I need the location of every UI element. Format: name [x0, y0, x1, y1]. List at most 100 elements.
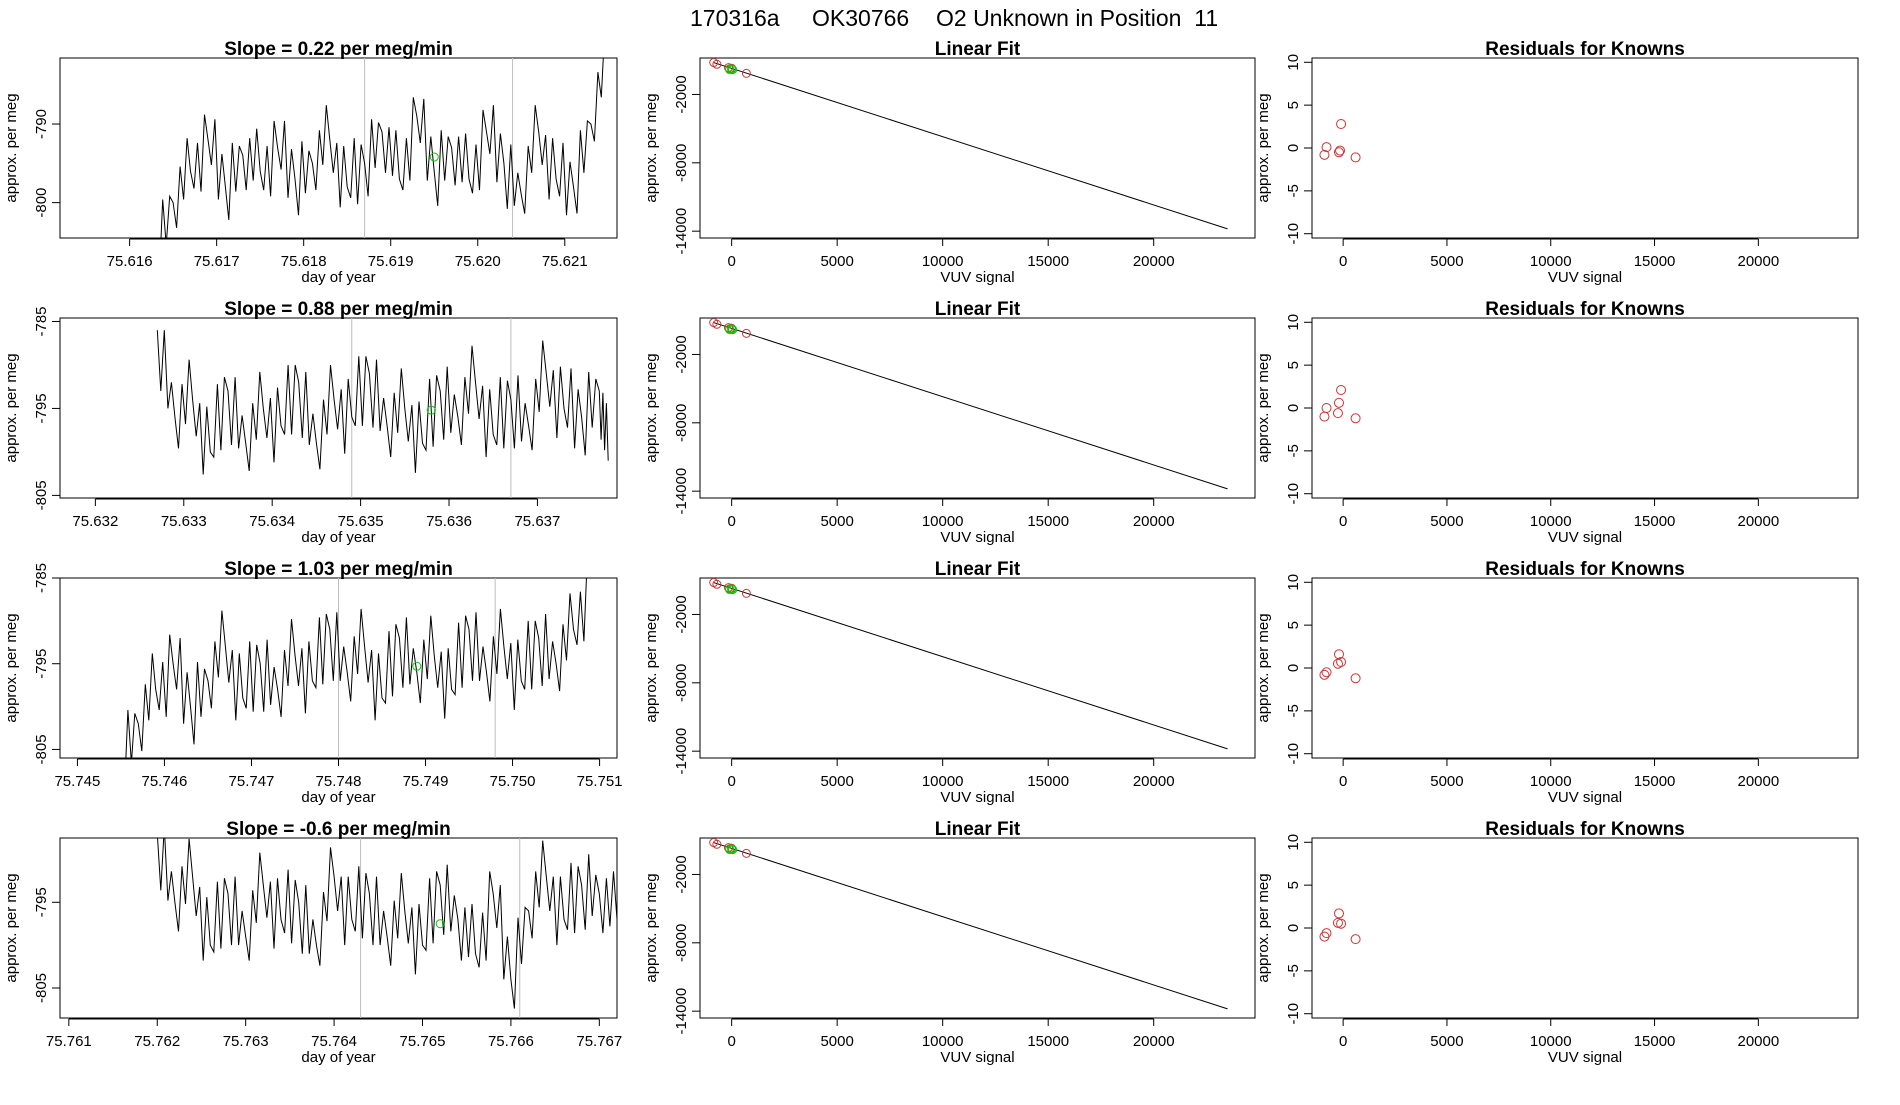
- trace-line: [156, 330, 609, 475]
- y-tick-label: 0: [1285, 924, 1302, 932]
- residual-point: [1350, 413, 1361, 424]
- x-tick-label: 10000: [922, 253, 964, 270]
- residual-point: [1350, 934, 1361, 945]
- plot-frame: [59, 317, 618, 499]
- y-tick-label: -2000: [673, 335, 690, 373]
- known-point: [741, 848, 751, 858]
- title-prefix: Slope =: [224, 299, 297, 320]
- x-tick-label: 5000: [1430, 773, 1463, 790]
- panel-title: Residuals for Knowns: [1485, 39, 1685, 60]
- x-tick-label: 75.767: [576, 1033, 622, 1050]
- plot-frame: [1311, 577, 1859, 759]
- y-tick-label: 5: [1285, 361, 1302, 369]
- y-tick-label: -10: [1285, 223, 1302, 245]
- x-tick-label: 75.635: [338, 513, 384, 530]
- y-tick-label: -14000: [673, 728, 690, 775]
- x-tick-label: 10000: [1530, 773, 1572, 790]
- x-tick-label: 75.764: [311, 1033, 357, 1050]
- x-tick-label: 5000: [820, 773, 853, 790]
- panel-r1-fit: Linear Fit 0 5000 10000 15000 20000 VUV signal…: [643, 39, 1256, 286]
- residual-point: [1336, 119, 1347, 129]
- y-axis-label: approx. per meg: [643, 353, 660, 462]
- trace-line: [120, 578, 591, 758]
- plot-area: [709, 838, 1228, 1010]
- panel-title: Linear Fit: [935, 559, 1021, 580]
- figure-title-tank-id: OK30766: [812, 5, 909, 31]
- y-tick-label: -5: [1285, 444, 1302, 457]
- x-tick-label: 75.751: [577, 773, 623, 790]
- unknown-point: [728, 325, 738, 335]
- x-tick-label: 75.748: [316, 773, 362, 790]
- x-axis-label: day of year: [301, 269, 375, 286]
- panel-r2-resid: Residuals for Knowns 0 5000 10000 15000 20000…: [1255, 299, 1859, 546]
- panels: Slope = 0.22 per meg/min 75.616 75.617 75.6…: [3, 39, 1859, 1066]
- x-tick-label: 5000: [1430, 253, 1463, 270]
- x-tick-label: 0: [1339, 253, 1347, 270]
- y-tick-label: -805: [33, 480, 50, 510]
- plot-frame: [1311, 57, 1859, 239]
- y-tick-label: 0: [1285, 144, 1302, 152]
- y-axis-label: approx. per meg: [3, 93, 20, 202]
- figure-title-run-id: 170316a: [690, 5, 780, 31]
- title-slope-value: 0.22: [298, 39, 335, 60]
- plot-area: [709, 58, 1228, 230]
- fit-line: [713, 842, 1228, 1010]
- x-tick-label: 5000: [820, 1033, 853, 1050]
- title-slope-value: -0.6: [300, 819, 333, 840]
- y-tick-label: -785: [33, 563, 50, 593]
- x-tick-label: 15000: [1634, 1033, 1676, 1050]
- residual-point: [1332, 658, 1343, 669]
- y-axis-label: approx. per meg: [3, 353, 20, 462]
- y-tick-label: -10: [1285, 1003, 1302, 1025]
- x-tick-label: 0: [1339, 773, 1347, 790]
- x-tick-label: 75.750: [490, 773, 536, 790]
- x-tick-label: 5000: [820, 253, 853, 270]
- x-tick-label: 5000: [820, 513, 853, 530]
- unknown-point: [728, 845, 738, 855]
- unknown-mean-marker: [412, 661, 422, 671]
- panel-title: Slope = 0.22 per meg/min: [224, 39, 453, 60]
- y-axis-label: approx. per meg: [643, 613, 660, 722]
- known-point: [741, 328, 751, 338]
- y-tick-label: -2000: [673, 595, 690, 633]
- plot-area: [709, 318, 1228, 490]
- known-point: [712, 579, 722, 589]
- x-tick-label: 0: [1339, 513, 1347, 530]
- plot-frame: [699, 317, 1256, 499]
- figure-title-description: O2 Unknown in Position 11: [936, 5, 1218, 31]
- residual-point: [1321, 928, 1332, 939]
- y-tick-label: -10: [1285, 483, 1302, 505]
- x-tick-label: 0: [1339, 1033, 1347, 1050]
- panel-r4-fit: Linear Fit 0 5000 10000 15000 20000 VUV signal…: [643, 819, 1256, 1066]
- x-tick-label: 10000: [922, 1033, 964, 1050]
- y-tick-label: 5: [1285, 881, 1302, 889]
- x-axis-label: VUV signal: [940, 789, 1014, 806]
- title-suffix: per meg/min: [332, 819, 450, 840]
- y-tick-label: -8000: [673, 664, 690, 702]
- residual-point: [1336, 918, 1347, 929]
- x-axis-label: VUV signal: [940, 269, 1014, 286]
- x-tick-label: 15000: [1027, 253, 1069, 270]
- residual-point: [1333, 649, 1344, 660]
- y-axis-label: approx. per meg: [1255, 93, 1272, 202]
- panel-r3-fit: Linear Fit 0 5000 10000 15000 20000 VUV signal…: [643, 559, 1256, 806]
- title-prefix: Slope =: [224, 559, 297, 580]
- residual-point: [1350, 673, 1361, 684]
- x-tick-label: 75.618: [281, 253, 327, 270]
- y-tick-label: -790: [33, 109, 50, 139]
- y-tick-label: 10: [1285, 314, 1302, 331]
- y-tick-label: 10: [1285, 834, 1302, 851]
- unknown-point: [728, 65, 738, 75]
- residual-point: [1321, 667, 1332, 678]
- x-tick-label: 20000: [1737, 773, 1779, 790]
- x-axis-label: VUV signal: [1548, 269, 1622, 286]
- plot-frame: [699, 57, 1256, 239]
- x-tick-label: 75.761: [46, 1033, 92, 1050]
- residual-point: [1350, 152, 1361, 163]
- residual-point: [1335, 145, 1346, 156]
- panel-r3-trace: Slope = 1.03 per meg/min 75.745 75.746 75.7…: [3, 559, 623, 806]
- residual-point: [1336, 385, 1347, 395]
- y-tick-label: 5: [1285, 101, 1302, 109]
- panel-title: Slope = -0.6 per meg/min: [226, 819, 450, 840]
